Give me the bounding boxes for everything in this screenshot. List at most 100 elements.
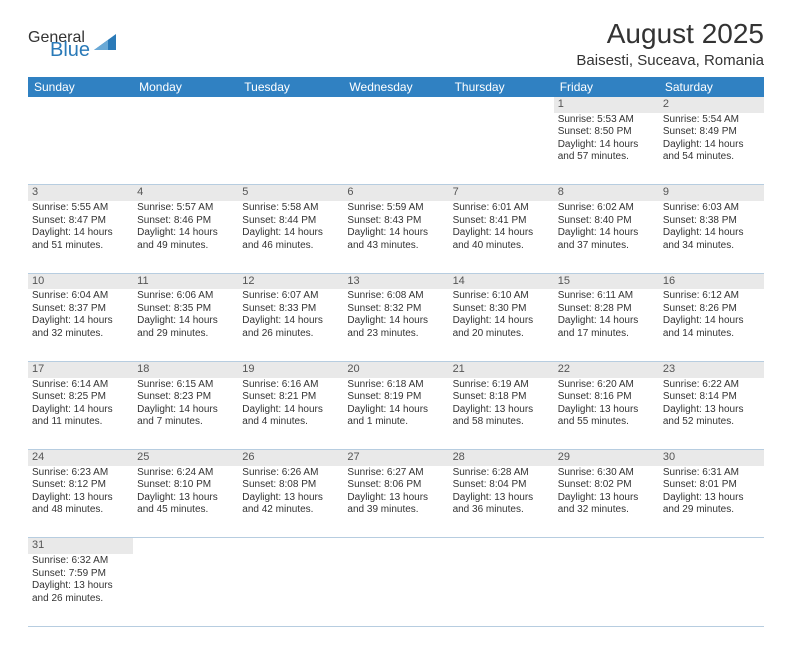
- day-number-cell: 8: [554, 185, 659, 201]
- day-number-cell: [133, 538, 238, 554]
- daylight-text-2: and 14 minutes.: [663, 328, 760, 341]
- day-cell: Sunrise: 6:23 AMSunset: 8:12 PMDaylight:…: [28, 466, 133, 538]
- sunset-text: Sunset: 8:23 PM: [137, 391, 234, 404]
- week-row: Sunrise: 6:04 AMSunset: 8:37 PMDaylight:…: [28, 289, 764, 361]
- weekday-header: Thursday: [449, 77, 554, 97]
- daylight-text: Daylight: 13 hours: [242, 492, 339, 505]
- daylight-text-2: and 54 minutes.: [663, 151, 760, 164]
- daylight-text-2: and 43 minutes.: [347, 240, 444, 253]
- weekday-header: Saturday: [659, 77, 764, 97]
- daylight-text: Daylight: 14 hours: [453, 315, 550, 328]
- day-number-cell: 12: [238, 273, 343, 289]
- day-number-cell: 26: [238, 450, 343, 466]
- sunset-text: Sunset: 8:19 PM: [347, 391, 444, 404]
- day-number-cell: 15: [554, 273, 659, 289]
- weekday-header: Friday: [554, 77, 659, 97]
- sunrise-text: Sunrise: 6:06 AM: [137, 290, 234, 303]
- day-number-cell: 28: [449, 450, 554, 466]
- daylight-text-2: and 52 minutes.: [663, 416, 760, 429]
- sunset-text: Sunset: 8:21 PM: [242, 391, 339, 404]
- sunrise-text: Sunrise: 6:08 AM: [347, 290, 444, 303]
- day-number-cell: [343, 97, 448, 113]
- daylight-text: Daylight: 14 hours: [663, 227, 760, 240]
- day-cell: Sunrise: 6:08 AMSunset: 8:32 PMDaylight:…: [343, 289, 448, 361]
- sunset-text: Sunset: 8:49 PM: [663, 126, 760, 139]
- daylight-text-2: and 36 minutes.: [453, 504, 550, 517]
- day-cell: [659, 554, 764, 626]
- day-cell: Sunrise: 6:06 AMSunset: 8:35 PMDaylight:…: [133, 289, 238, 361]
- logo: General Blue: [28, 30, 120, 60]
- daylight-text: Daylight: 13 hours: [137, 492, 234, 505]
- day-number-cell: 3: [28, 185, 133, 201]
- day-cell: [449, 554, 554, 626]
- weekday-header: Tuesday: [238, 77, 343, 97]
- day-number-cell: [554, 538, 659, 554]
- day-cell: [449, 113, 554, 185]
- sunset-text: Sunset: 8:06 PM: [347, 479, 444, 492]
- day-cell: Sunrise: 5:53 AMSunset: 8:50 PMDaylight:…: [554, 113, 659, 185]
- sunrise-text: Sunrise: 6:04 AM: [32, 290, 129, 303]
- day-number-cell: 19: [238, 361, 343, 377]
- day-cell: Sunrise: 6:14 AMSunset: 8:25 PMDaylight:…: [28, 378, 133, 450]
- daylight-text-2: and 32 minutes.: [558, 504, 655, 517]
- sunset-text: Sunset: 8:33 PM: [242, 303, 339, 316]
- day-cell: Sunrise: 6:02 AMSunset: 8:40 PMDaylight:…: [554, 201, 659, 273]
- location-subtitle: Baisesti, Suceava, Romania: [576, 52, 764, 69]
- daylight-text: Daylight: 13 hours: [558, 492, 655, 505]
- sunrise-text: Sunrise: 6:16 AM: [242, 379, 339, 392]
- day-number-row: 12: [28, 97, 764, 113]
- sunset-text: Sunset: 8:25 PM: [32, 391, 129, 404]
- day-cell: Sunrise: 6:07 AMSunset: 8:33 PMDaylight:…: [238, 289, 343, 361]
- sunset-text: Sunset: 8:01 PM: [663, 479, 760, 492]
- daylight-text: Daylight: 14 hours: [32, 227, 129, 240]
- sunset-text: Sunset: 8:02 PM: [558, 479, 655, 492]
- page-header: General Blue August 2025 Baisesti, Sucea…: [28, 18, 764, 69]
- logo-text: General Blue: [28, 30, 90, 60]
- sunset-text: Sunset: 8:35 PM: [137, 303, 234, 316]
- day-cell: Sunrise: 6:22 AMSunset: 8:14 PMDaylight:…: [659, 378, 764, 450]
- daylight-text: Daylight: 13 hours: [32, 580, 129, 593]
- daylight-text: Daylight: 14 hours: [558, 227, 655, 240]
- sunset-text: Sunset: 8:46 PM: [137, 215, 234, 228]
- daylight-text-2: and 57 minutes.: [558, 151, 655, 164]
- sunset-text: Sunset: 8:40 PM: [558, 215, 655, 228]
- calendar-table: Sunday Monday Tuesday Wednesday Thursday…: [28, 77, 764, 627]
- daylight-text: Daylight: 13 hours: [347, 492, 444, 505]
- daylight-text-2: and 51 minutes.: [32, 240, 129, 253]
- sunset-text: Sunset: 8:30 PM: [453, 303, 550, 316]
- day-number-cell: 11: [133, 273, 238, 289]
- week-row: Sunrise: 6:23 AMSunset: 8:12 PMDaylight:…: [28, 466, 764, 538]
- sunrise-text: Sunrise: 6:10 AM: [453, 290, 550, 303]
- sunrise-text: Sunrise: 6:23 AM: [32, 467, 129, 480]
- sunset-text: Sunset: 8:08 PM: [242, 479, 339, 492]
- day-number-cell: 30: [659, 450, 764, 466]
- day-number-cell: 22: [554, 361, 659, 377]
- title-block: August 2025 Baisesti, Suceava, Romania: [576, 18, 764, 69]
- sunset-text: Sunset: 8:32 PM: [347, 303, 444, 316]
- sunrise-text: Sunrise: 5:53 AM: [558, 114, 655, 127]
- day-number-cell: [659, 538, 764, 554]
- daylight-text: Daylight: 13 hours: [453, 404, 550, 417]
- day-number-cell: 5: [238, 185, 343, 201]
- sunrise-text: Sunrise: 6:01 AM: [453, 202, 550, 215]
- day-cell: Sunrise: 6:01 AMSunset: 8:41 PMDaylight:…: [449, 201, 554, 273]
- day-number-cell: 7: [449, 185, 554, 201]
- day-cell: Sunrise: 6:03 AMSunset: 8:38 PMDaylight:…: [659, 201, 764, 273]
- sunset-text: Sunset: 8:16 PM: [558, 391, 655, 404]
- logo-word-blue: Blue: [50, 40, 90, 60]
- daylight-text: Daylight: 14 hours: [242, 227, 339, 240]
- daylight-text-2: and 49 minutes.: [137, 240, 234, 253]
- daylight-text-2: and 37 minutes.: [558, 240, 655, 253]
- day-cell: [133, 554, 238, 626]
- daylight-text-2: and 29 minutes.: [137, 328, 234, 341]
- sunset-text: Sunset: 8:14 PM: [663, 391, 760, 404]
- sunset-text: Sunset: 7:59 PM: [32, 568, 129, 581]
- day-cell: Sunrise: 5:54 AMSunset: 8:49 PMDaylight:…: [659, 113, 764, 185]
- daylight-text-2: and 17 minutes.: [558, 328, 655, 341]
- day-cell: Sunrise: 6:15 AMSunset: 8:23 PMDaylight:…: [133, 378, 238, 450]
- day-number-row: 17181920212223: [28, 361, 764, 377]
- daylight-text: Daylight: 13 hours: [663, 404, 760, 417]
- daylight-text: Daylight: 14 hours: [347, 315, 444, 328]
- sunrise-text: Sunrise: 6:32 AM: [32, 555, 129, 568]
- sunrise-text: Sunrise: 6:24 AM: [137, 467, 234, 480]
